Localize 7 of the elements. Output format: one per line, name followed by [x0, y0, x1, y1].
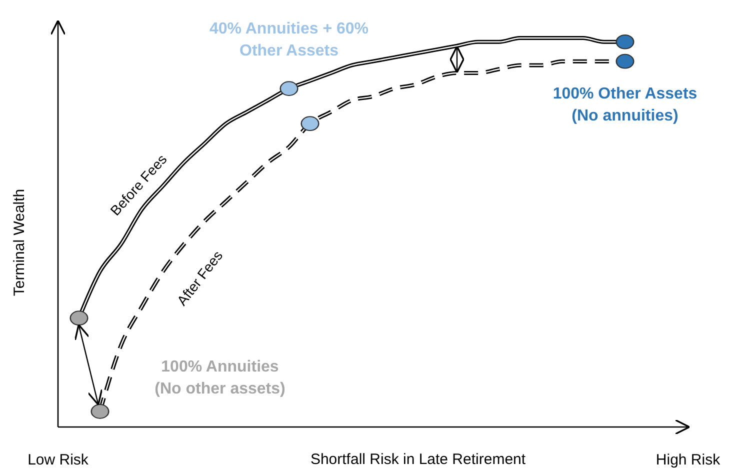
annotation: 100% Other Assets (No annuities)	[552, 85, 698, 124]
annotation: 40% Annuities + 60% Other Assets	[209, 20, 369, 60]
annotation: 100% Annuities (No other assets)	[154, 358, 286, 398]
x-tick-label: High Risk	[656, 452, 721, 469]
y-axis-title: Terminal Wealth	[11, 188, 28, 296]
x-axis-title: Shortfall Risk in Late Retirement	[310, 451, 526, 468]
x-tick-label: Low Risk	[28, 452, 89, 469]
